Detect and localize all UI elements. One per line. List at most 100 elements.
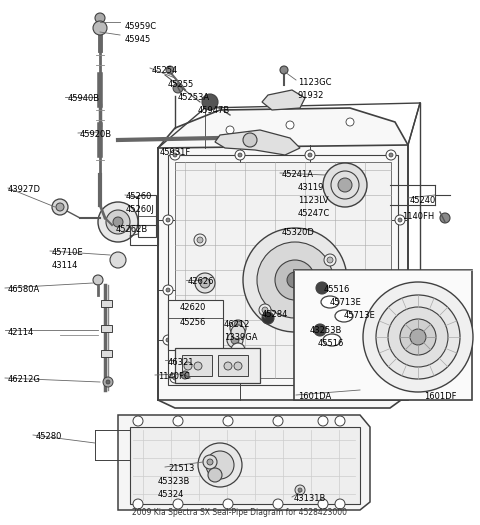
- Text: 45247C: 45247C: [298, 209, 330, 218]
- Circle shape: [166, 66, 174, 74]
- Circle shape: [400, 319, 436, 355]
- Text: 45253A: 45253A: [178, 93, 210, 102]
- Text: 1601DF: 1601DF: [424, 392, 456, 401]
- Circle shape: [231, 336, 239, 344]
- Bar: [175, 162, 391, 378]
- Circle shape: [338, 178, 352, 192]
- Circle shape: [386, 373, 396, 383]
- Circle shape: [110, 252, 126, 268]
- Circle shape: [208, 468, 222, 482]
- Text: 46321: 46321: [168, 358, 194, 367]
- Circle shape: [398, 288, 402, 292]
- Circle shape: [173, 376, 177, 380]
- Text: 45920B: 45920B: [80, 130, 112, 139]
- Text: 45255: 45255: [168, 80, 194, 89]
- Circle shape: [133, 499, 143, 509]
- Circle shape: [202, 94, 218, 110]
- Polygon shape: [118, 415, 370, 510]
- Text: 45260J: 45260J: [126, 205, 155, 214]
- Circle shape: [200, 278, 210, 288]
- Text: 43119: 43119: [298, 183, 324, 192]
- Circle shape: [316, 282, 328, 294]
- Circle shape: [305, 373, 315, 383]
- Text: 1140FC: 1140FC: [158, 372, 190, 381]
- Bar: [182, 355, 212, 376]
- Circle shape: [273, 416, 283, 426]
- Circle shape: [98, 202, 138, 242]
- Circle shape: [259, 304, 271, 316]
- Circle shape: [103, 377, 113, 387]
- Ellipse shape: [323, 334, 341, 346]
- Text: 1339GA: 1339GA: [224, 333, 257, 342]
- Bar: [130, 225, 158, 245]
- Circle shape: [231, 343, 245, 357]
- Text: 45940B: 45940B: [68, 94, 100, 103]
- Bar: [101, 325, 112, 332]
- Circle shape: [106, 210, 130, 234]
- Text: 45710E: 45710E: [52, 248, 84, 257]
- Text: 1123GC: 1123GC: [298, 78, 332, 87]
- Text: 45945: 45945: [125, 35, 151, 44]
- Circle shape: [133, 416, 143, 426]
- Circle shape: [395, 335, 405, 345]
- Circle shape: [238, 153, 242, 157]
- Circle shape: [314, 324, 326, 336]
- Text: 46580A: 46580A: [8, 285, 40, 294]
- Text: 91932: 91932: [298, 91, 324, 100]
- Circle shape: [335, 499, 345, 509]
- Circle shape: [184, 362, 192, 370]
- Circle shape: [243, 133, 257, 147]
- Circle shape: [234, 321, 242, 329]
- Text: 45284: 45284: [262, 310, 288, 319]
- Text: 45323B: 45323B: [158, 477, 191, 486]
- Bar: [175, 348, 260, 383]
- Circle shape: [398, 218, 402, 222]
- Circle shape: [335, 416, 345, 426]
- Circle shape: [206, 451, 234, 479]
- Circle shape: [327, 257, 333, 263]
- Text: 45320D: 45320D: [282, 228, 315, 237]
- Circle shape: [389, 153, 393, 157]
- Circle shape: [170, 373, 180, 383]
- Circle shape: [231, 325, 245, 339]
- Polygon shape: [158, 108, 408, 408]
- Circle shape: [287, 272, 303, 288]
- Circle shape: [346, 118, 354, 126]
- Text: 1140FH: 1140FH: [402, 212, 434, 221]
- Circle shape: [257, 242, 333, 318]
- Circle shape: [197, 237, 203, 243]
- Bar: [218, 355, 248, 376]
- Circle shape: [376, 295, 460, 379]
- Circle shape: [166, 338, 170, 342]
- Text: 45240: 45240: [410, 196, 436, 205]
- Circle shape: [173, 83, 183, 93]
- Circle shape: [308, 153, 312, 157]
- Bar: [130, 427, 360, 504]
- Text: 45931F: 45931F: [160, 148, 191, 157]
- Circle shape: [227, 332, 243, 348]
- Bar: [168, 300, 223, 350]
- Bar: [168, 155, 398, 385]
- Text: 45713E: 45713E: [344, 311, 376, 320]
- Circle shape: [364, 329, 376, 341]
- Circle shape: [388, 307, 448, 367]
- Circle shape: [305, 150, 315, 160]
- Circle shape: [166, 218, 170, 222]
- Circle shape: [440, 213, 450, 223]
- Circle shape: [286, 121, 294, 129]
- Circle shape: [324, 254, 336, 266]
- Text: 2009 Kia Spectra SX Seal-Pipe Diagram for 4528423000: 2009 Kia Spectra SX Seal-Pipe Diagram fo…: [132, 508, 348, 517]
- Text: 42626: 42626: [188, 277, 215, 286]
- Text: 43253B: 43253B: [310, 326, 342, 335]
- Circle shape: [207, 459, 213, 465]
- Text: 45516: 45516: [324, 285, 350, 294]
- Circle shape: [410, 329, 426, 345]
- Circle shape: [223, 416, 233, 426]
- Circle shape: [194, 234, 206, 246]
- Ellipse shape: [321, 296, 339, 308]
- Circle shape: [173, 416, 183, 426]
- Circle shape: [295, 485, 305, 495]
- Circle shape: [262, 312, 274, 324]
- Circle shape: [170, 150, 180, 160]
- Text: 43114: 43114: [52, 261, 78, 270]
